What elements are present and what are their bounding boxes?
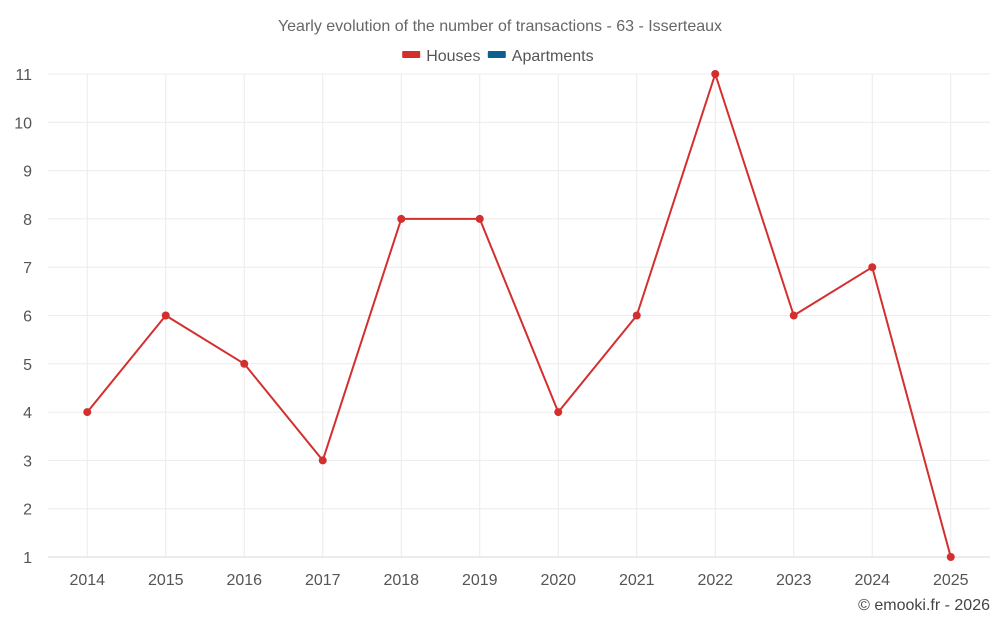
legend-item-apartments[interactable]: Apartments [487, 48, 594, 65]
y-tick-label: 11 [15, 67, 32, 84]
y-axis-ticks: 1 2 3 4 5 6 7 8 9 10 11 [14, 67, 32, 567]
x-tick-label: 2019 [462, 572, 498, 589]
x-tick-label: 2023 [776, 572, 812, 589]
x-tick-label: 2024 [854, 572, 890, 589]
y-tick-label: 5 [23, 357, 32, 374]
x-tick-label: 2022 [697, 572, 733, 589]
x-tick-label: 2017 [305, 572, 341, 589]
y-tick-label: 9 [23, 164, 32, 181]
y-tick-label: 7 [23, 260, 32, 277]
legend-label: Houses [426, 48, 480, 65]
data-point-houses-2020[interactable] [554, 408, 563, 417]
data-point-houses-2025[interactable] [946, 553, 955, 561]
x-axis-ticks: 2014 2015 2016 2017 2018 2019 2020 2021 2022 2023… [69, 572, 968, 589]
y-tick-label: 3 [23, 453, 32, 470]
data-point-houses-2018[interactable] [397, 214, 406, 223]
x-tick-label: 2014 [69, 572, 105, 589]
data-point-houses-2021[interactable] [632, 311, 641, 320]
y-tick-label: 10 [14, 115, 32, 132]
data-point-houses-2019[interactable] [475, 214, 484, 223]
x-tick-label: 2021 [619, 572, 655, 589]
legend-item-houses[interactable]: Houses [402, 48, 480, 65]
y-tick-label: 4 [23, 405, 32, 422]
y-tick-label: 6 [23, 309, 32, 326]
data-point-houses-2022[interactable] [711, 70, 720, 78]
x-tick-label: 2015 [148, 572, 184, 589]
data-point-houses-2024[interactable] [868, 263, 877, 272]
y-tick-label: 8 [23, 212, 32, 229]
credit-text: © emooki.fr - 2026 [858, 597, 990, 614]
y-tick-label: 2 [23, 502, 32, 519]
data-point-houses-2015[interactable] [161, 311, 170, 320]
chart-title: Yearly evolution of the number of transa… [278, 18, 722, 35]
data-point-houses-2014[interactable] [83, 408, 92, 417]
series-line-houses [86, 73, 952, 558]
legend-swatch [402, 51, 421, 58]
series-lines [86, 73, 952, 558]
data-point-houses-2016[interactable] [240, 359, 249, 368]
legend: Houses Apartments [402, 48, 594, 65]
x-tick-label: 2020 [540, 572, 576, 589]
x-tick-label: 2025 [933, 572, 969, 589]
x-tick-label: 2018 [383, 572, 419, 589]
legend-swatch [487, 51, 506, 58]
data-point-houses-2023[interactable] [789, 311, 798, 320]
data-point-houses-2017[interactable] [318, 456, 327, 465]
series-points [83, 70, 955, 561]
legend-label: Apartments [512, 48, 594, 65]
y-tick-label: 1 [23, 550, 32, 567]
x-tick-label: 2016 [226, 572, 262, 589]
